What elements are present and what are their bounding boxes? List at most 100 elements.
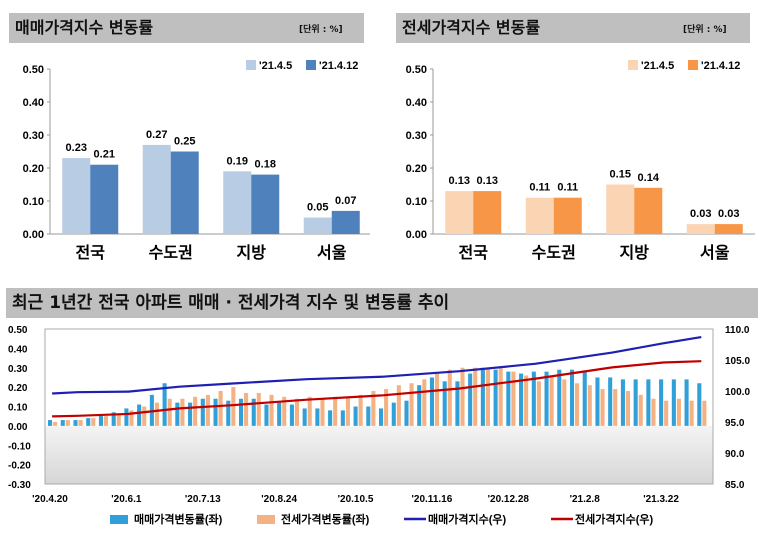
sale-rate-bar xyxy=(684,379,689,426)
trend-panel-title: 최근 1년간 전국 아파트 매매 · 전세가격 지수 및 변동률 추이 xyxy=(6,288,758,318)
jeonse-rate-bar xyxy=(282,396,287,426)
bar xyxy=(170,151,199,234)
sale-rate-bar xyxy=(302,408,307,426)
jeonse-rate-bar xyxy=(180,398,185,426)
sale-rate-bar xyxy=(480,367,485,426)
left-y-tick-label: -0.30 xyxy=(8,480,31,491)
sale-rate-bar xyxy=(595,377,600,426)
plot-area-border xyxy=(44,328,714,485)
sale-rate-bar xyxy=(73,420,78,426)
sale-rate-bar xyxy=(493,369,498,426)
jeonse-rate-bar xyxy=(702,400,707,426)
legend-label: 전세가격지수(우) xyxy=(575,512,654,526)
y-tick-label: 0.40 xyxy=(406,97,427,109)
bar xyxy=(62,158,91,234)
legend-swatch xyxy=(110,515,128,524)
jeonse-rate-bar xyxy=(91,418,96,426)
legend-label: '21.4.5 xyxy=(259,60,292,72)
data-label: 0.05 xyxy=(307,202,328,214)
sale-rate-bar xyxy=(340,410,345,426)
jeonse-rate-bar xyxy=(154,402,159,426)
jeonse-rate-bar xyxy=(473,367,478,426)
bar xyxy=(553,197,582,234)
jeonse-rate-bar xyxy=(447,369,452,426)
sale-rate-bar xyxy=(544,371,549,426)
sale-rate-bar xyxy=(264,404,269,426)
jeonse-rate-bar xyxy=(307,396,312,426)
right-y-tick-label: 100.0 xyxy=(725,387,750,398)
sale-rate-bar xyxy=(620,379,625,426)
jeonse-rate-bar xyxy=(625,391,631,426)
data-label: 0.25 xyxy=(174,136,195,148)
left-y-tick-label: 0.10 xyxy=(8,403,28,414)
x-tick-label: '20.12.28 xyxy=(488,494,530,505)
jeonse-rate-bar xyxy=(218,391,223,426)
jeonse-rate-bar xyxy=(345,396,350,426)
jeonse-rate-bar xyxy=(651,398,656,426)
y-tick-label: 0.30 xyxy=(406,130,427,142)
jeonse-rate-bar xyxy=(396,385,401,426)
jeonse-rate-bar xyxy=(231,387,236,426)
jeonse-rate-bar xyxy=(485,367,490,426)
sale-rate-bar xyxy=(124,408,129,426)
sale-rate-bar xyxy=(697,383,702,426)
data-label: 0.07 xyxy=(335,195,356,207)
sale-rate-bar xyxy=(391,402,396,426)
jeonse-rate-bar xyxy=(129,410,134,426)
sale-rate-bar xyxy=(162,383,167,426)
category-label: 서울 xyxy=(700,244,730,262)
category-label: 수도권 xyxy=(532,243,576,262)
sale-rate-bar xyxy=(48,420,53,426)
sale-rate-bar xyxy=(238,398,244,426)
data-label: 0.14 xyxy=(638,172,660,184)
left-y-tick-label: -0.10 xyxy=(8,441,31,452)
jeonse-rate-bar xyxy=(587,385,592,426)
y-tick-label: 0.20 xyxy=(406,163,427,175)
y-tick-label: 0.10 xyxy=(406,196,427,208)
right-y-tick-label: 85.0 xyxy=(725,480,745,491)
sale-rate-bar xyxy=(137,404,142,426)
jeonse-rate-bar xyxy=(244,392,249,426)
jeonse-rate-bar xyxy=(511,371,516,426)
sale-rate-bar xyxy=(633,379,638,426)
jeonse-rate-chart: 0.00 0.10 0.20 0.30 0.40 0.50 전국 0.13 0.13 수도권 0.1… xyxy=(406,60,755,262)
sale-unit-label: [단위 : %] xyxy=(299,25,343,35)
jeonse-rate-bar xyxy=(460,367,465,426)
category-label: 서울 xyxy=(317,244,347,262)
bar xyxy=(223,171,252,234)
bar xyxy=(634,187,663,234)
jeonse-rate-bar xyxy=(536,381,541,426)
negative-zone-background xyxy=(45,425,713,484)
jeonse-rate-bar xyxy=(78,420,83,426)
jeonse-index-line xyxy=(52,360,702,418)
bar xyxy=(714,224,743,234)
data-label: 0.23 xyxy=(66,142,87,154)
sale-rate-bar xyxy=(455,381,460,426)
right-y-tick-label: 110.0 xyxy=(725,325,750,336)
sale-rate-chart: 0.00 0.10 0.20 0.30 0.40 0.50 전국 0.23 0.21 수도권 0.2… xyxy=(23,60,370,262)
y-tick-label: 0.10 xyxy=(23,196,44,208)
legend-label: '21.4.12 xyxy=(319,60,358,72)
jeonse-rate-bar xyxy=(256,392,261,426)
bar xyxy=(142,144,171,234)
bar xyxy=(525,197,554,234)
x-tick-label: '21.2.8 xyxy=(570,494,601,505)
sale-rate-bar xyxy=(379,408,384,426)
legend-label: '21.4.12 xyxy=(701,60,740,72)
data-label: 0.11 xyxy=(557,182,578,194)
sale-rate-bar xyxy=(98,414,103,426)
sale-rate-bar xyxy=(289,404,294,426)
category-label: 수도권 xyxy=(149,243,193,262)
data-label: 0.13 xyxy=(477,175,498,187)
y-tick-label: 0.30 xyxy=(23,130,44,142)
legend-swatch xyxy=(628,60,638,70)
sale-rate-bar xyxy=(277,402,282,426)
bar xyxy=(473,191,502,234)
x-tick-label: '20.6.1 xyxy=(111,494,142,505)
sale-rate-bar xyxy=(175,402,180,426)
jeonse-rate-bar xyxy=(549,377,554,426)
jeonse-rate-bar xyxy=(664,400,669,426)
jeonse-panel-title: 전세가격지수 변동률 xyxy=(396,13,750,43)
jeonse-rate-bar xyxy=(498,367,503,426)
x-tick-label: '20.11.16 xyxy=(412,494,453,505)
